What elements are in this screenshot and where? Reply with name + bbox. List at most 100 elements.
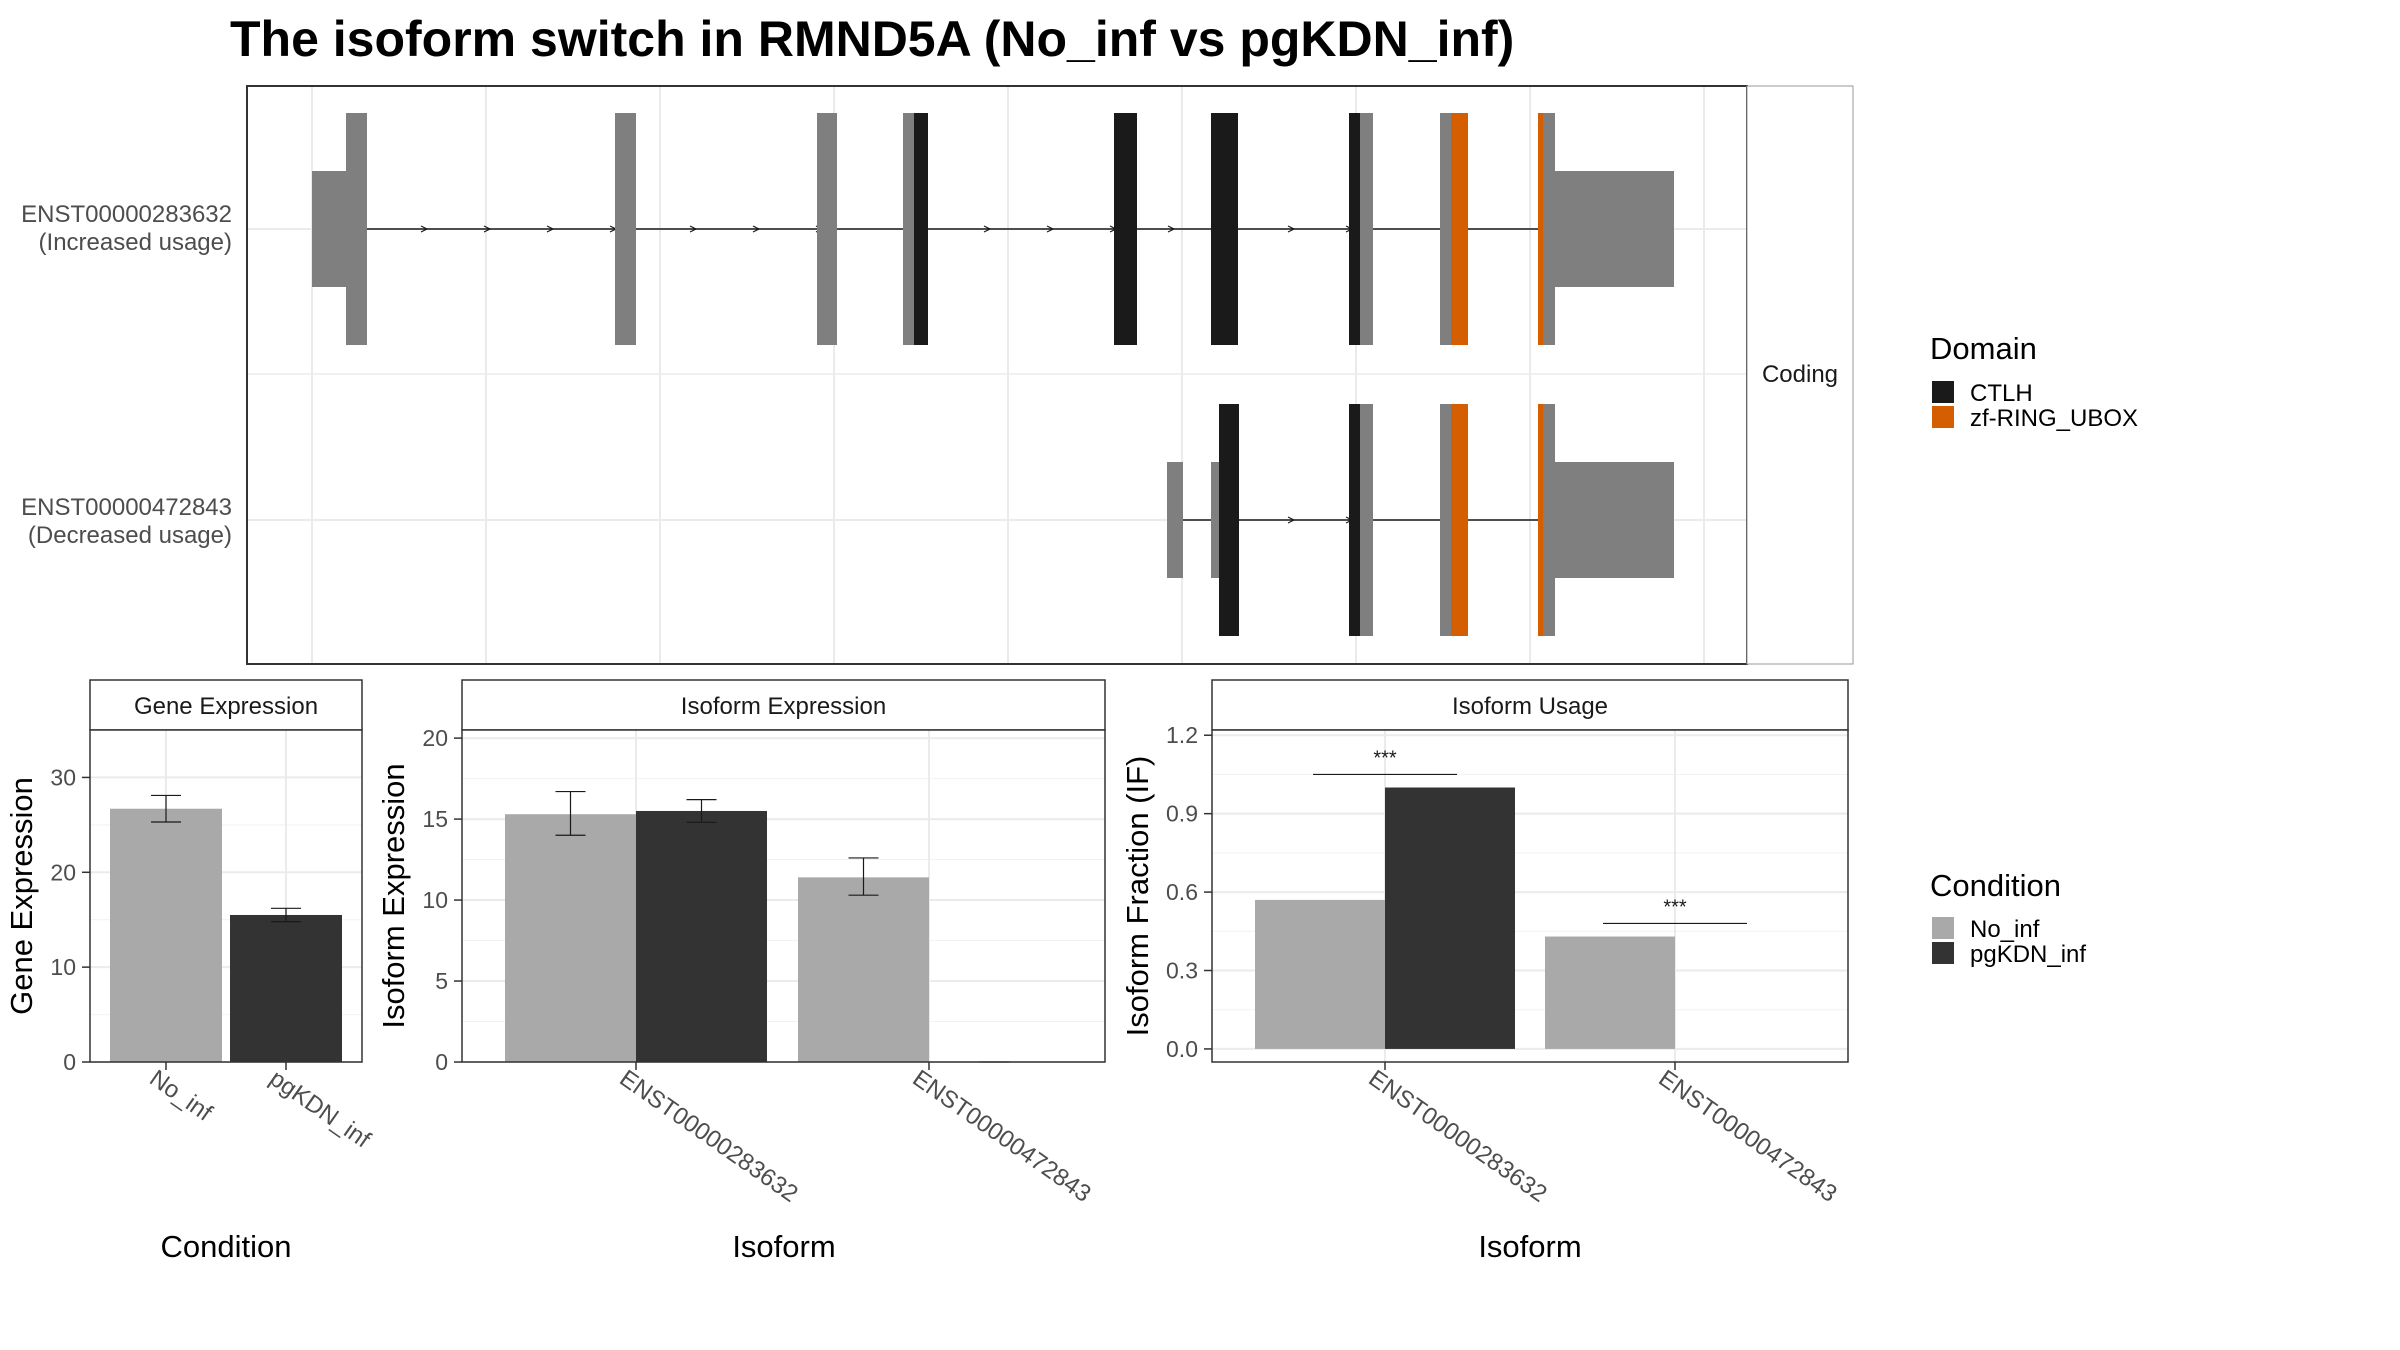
exon-block — [312, 171, 346, 287]
bar-no-inf — [798, 877, 929, 1062]
strand-arrow — [420, 225, 429, 233]
gene-expression-chart: Gene Expression 0 10 20 30 No_inf pgKDN_inf Con… — [4, 679, 376, 1264]
y-axis-title: Isoform Fraction (IF) — [1120, 756, 1155, 1037]
y-tick-label: 0.6 — [1166, 879, 1198, 905]
bar-no-inf — [1545, 936, 1675, 1049]
panel-border — [461, 729, 1106, 1063]
x-axis-title: Isoform — [1478, 1229, 1581, 1264]
exon-zf-ring-ubox-domain — [1538, 113, 1543, 345]
y-axis-title: Gene Expression — [4, 777, 39, 1015]
y-tick-label: 0.0 — [1166, 1036, 1198, 1062]
exon-zf-ring-ubox-domain — [1451, 404, 1468, 636]
bar-pgkdn-inf — [1385, 787, 1515, 1049]
structure-panel-border — [246, 85, 1748, 665]
exon-zf-ring-ubox-domain — [1538, 404, 1543, 636]
x-tick-label: ENST00000283632 — [615, 1065, 803, 1208]
y-tick-label: 0.9 — [1166, 801, 1198, 827]
exon-block — [1555, 462, 1674, 578]
y-tick-label: 20 — [50, 859, 76, 885]
isoform-expression-chart: Isoform Expression 0 5 10 15 20 ENST0000028363… — [376, 679, 1106, 1264]
x-axis-title: Condition — [161, 1229, 292, 1264]
legend-key-zf-ring-ubox — [1932, 406, 1954, 428]
y-tick-label: 20 — [422, 725, 448, 751]
legend-label-zf-ring-ubox: zf-RING_UBOX — [1970, 405, 2138, 432]
strand-arrow — [689, 225, 698, 233]
strand-arrow — [546, 225, 555, 233]
exon-block — [1543, 113, 1555, 345]
x-tick-label: ENST00000472843 — [908, 1065, 1096, 1208]
exon-ctlh-domain — [1219, 404, 1239, 636]
legend-label-no-inf: No_inf — [1970, 916, 2040, 943]
y-tick-label: 0.3 — [1166, 958, 1198, 984]
exon-ctlh-domain — [1114, 113, 1137, 345]
isoform-structure-panel: Coding ENST00000283632 (Increased usage)… — [21, 85, 1854, 665]
significance-label: *** — [1663, 896, 1687, 918]
transcript-2-id: ENST00000472843 — [21, 494, 232, 521]
exon-block — [1360, 404, 1373, 636]
coding-facet-label: Coding — [1762, 361, 1838, 388]
strand-arrow — [1167, 225, 1176, 233]
strand-arrow — [1046, 225, 1055, 233]
exon-block — [1167, 462, 1183, 578]
x-tick-label: pgKDN_inf — [265, 1065, 376, 1154]
panel-border — [89, 729, 363, 1063]
exon-block — [1440, 113, 1451, 345]
isoform-usage-chart: Isoform Usage 0.0 0.3 0.6 0.9 1.2 *** *** ENST00… — [1120, 679, 1849, 1264]
exon-block — [615, 113, 636, 345]
legend-key-pgkdn-inf — [1932, 942, 1954, 964]
y-tick-label: 5 — [435, 968, 448, 994]
strand-arrow — [983, 225, 992, 233]
condition-legend-title: Condition — [1930, 868, 2061, 903]
bar-no-inf — [1255, 899, 1385, 1049]
x-tick-label: ENST00000472843 — [1654, 1065, 1842, 1208]
legend-key-no-inf — [1932, 917, 1954, 939]
y-tick-label: 1.2 — [1166, 722, 1198, 748]
exon-block — [1543, 404, 1555, 636]
bar-no-inf — [505, 814, 636, 1062]
y-tick-label: 0 — [435, 1049, 448, 1075]
transcript-2-usage: (Decreased usage) — [28, 522, 232, 549]
transcript-1-id: ENST00000283632 — [21, 201, 232, 228]
coding-facet-strip — [1746, 85, 1854, 665]
exon-ctlh-domain — [1211, 113, 1238, 345]
y-tick-label: 15 — [422, 806, 448, 832]
strand-arrow — [483, 225, 492, 233]
y-tick-label: 10 — [422, 887, 448, 913]
bar-pgkdn-inf — [230, 914, 342, 1062]
x-tick-label: No_inf — [145, 1065, 218, 1127]
exon-block — [1555, 171, 1674, 287]
facet-strip-label: Isoform Usage — [1452, 693, 1608, 720]
exon-block — [903, 113, 914, 345]
exon-block — [1360, 113, 1373, 345]
y-tick-label: 0 — [63, 1049, 76, 1075]
significance-label: *** — [1373, 747, 1397, 769]
strand-arrow — [1287, 516, 1296, 524]
exon-block — [346, 113, 367, 345]
legend-label-pgkdn-inf: pgKDN_inf — [1970, 941, 2086, 968]
panel-border — [1211, 729, 1849, 1063]
facet-strip-label: Isoform Expression — [681, 693, 886, 720]
strand-arrow — [1287, 225, 1296, 233]
y-axis-title: Isoform Expression — [376, 763, 411, 1028]
exon-block — [1440, 404, 1451, 636]
bar-no-inf — [110, 808, 222, 1062]
exon-zf-ring-ubox-domain — [1451, 113, 1468, 345]
bar-pgkdn-inf — [636, 810, 767, 1062]
facet-strip-label: Gene Expression — [134, 693, 318, 720]
y-tick-label: 10 — [50, 954, 76, 980]
x-axis-title: Isoform — [732, 1229, 835, 1264]
exon-block — [817, 113, 837, 345]
facet-strip — [89, 679, 363, 731]
exon-ctlh-domain — [1349, 113, 1360, 345]
exon-ctlh-domain — [1349, 404, 1360, 636]
legend-label-ctlh: CTLH — [1970, 380, 2033, 407]
condition-legend: Condition No_inf pgKDN_inf — [1930, 868, 2086, 968]
exon-ctlh-domain — [914, 113, 928, 345]
facet-strip — [1211, 679, 1849, 731]
legend-key-ctlh — [1932, 381, 1954, 403]
exon-block — [1211, 462, 1219, 578]
y-tick-label: 30 — [50, 764, 76, 790]
plot-title: The isoform switch in RMND5A (No_inf vs … — [230, 11, 1514, 67]
domain-legend-title: Domain — [1930, 331, 2037, 366]
